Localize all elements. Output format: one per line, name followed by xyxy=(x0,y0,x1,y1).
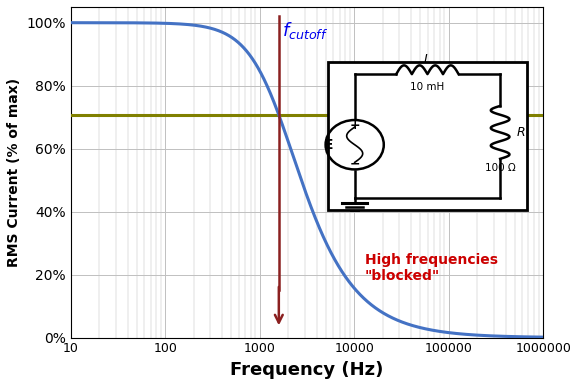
X-axis label: Frequency (Hz): Frequency (Hz) xyxy=(230,361,384,379)
Text: $f_{cutoff}$: $f_{cutoff}$ xyxy=(282,20,328,41)
Text: High frequencies
"blocked": High frequencies "blocked" xyxy=(365,253,498,283)
Y-axis label: RMS Current (% of max): RMS Current (% of max) xyxy=(7,78,21,267)
Text: $\mathbf{0.707\ I_{max}}$: $\mathbf{0.707\ I_{max}}$ xyxy=(416,91,502,109)
